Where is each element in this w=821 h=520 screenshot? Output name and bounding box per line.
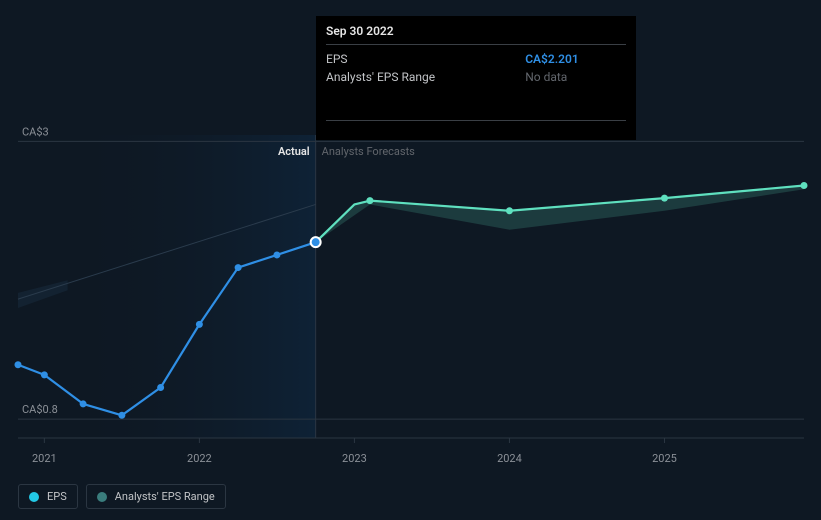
tooltip-row-eps: EPS CA$2.201 [326, 50, 626, 68]
tooltip-date: Sep 30 2022 [326, 24, 626, 38]
tooltip-label: EPS [326, 50, 507, 68]
svg-text:2025: 2025 [652, 452, 677, 465]
tooltip-label: Analysts' EPS Range [326, 68, 507, 86]
chart-legend: EPS Analysts' EPS Range [18, 484, 226, 509]
legend-swatch-icon [29, 492, 39, 502]
svg-text:2024: 2024 [497, 452, 522, 465]
svg-text:2021: 2021 [32, 452, 57, 465]
eps-forecast-chart: { "chart": { "type": "line", "width": 82… [0, 0, 821, 520]
svg-text:Analysts Forecasts: Analysts Forecasts [322, 145, 416, 158]
legend-label: EPS [47, 490, 67, 503]
tooltip-value: CA$2.201 [525, 52, 579, 66]
svg-text:CA$3: CA$3 [22, 125, 49, 138]
legend-item-range[interactable]: Analysts' EPS Range [86, 484, 226, 509]
legend-item-eps[interactable]: EPS [18, 484, 78, 509]
svg-text:CA$0.8: CA$0.8 [22, 403, 58, 416]
tooltip-row-range: Analysts' EPS Range No data [326, 68, 626, 86]
svg-text:2022: 2022 [187, 452, 212, 465]
legend-swatch-icon [97, 492, 107, 502]
tooltip-value: No data [525, 70, 567, 84]
legend-label: Analysts' EPS Range [115, 490, 215, 503]
hover-tooltip: Sep 30 2022 EPS CA$2.201 Analysts' EPS R… [316, 16, 636, 140]
svg-text:2023: 2023 [342, 452, 367, 465]
svg-text:Actual: Actual [278, 145, 310, 158]
